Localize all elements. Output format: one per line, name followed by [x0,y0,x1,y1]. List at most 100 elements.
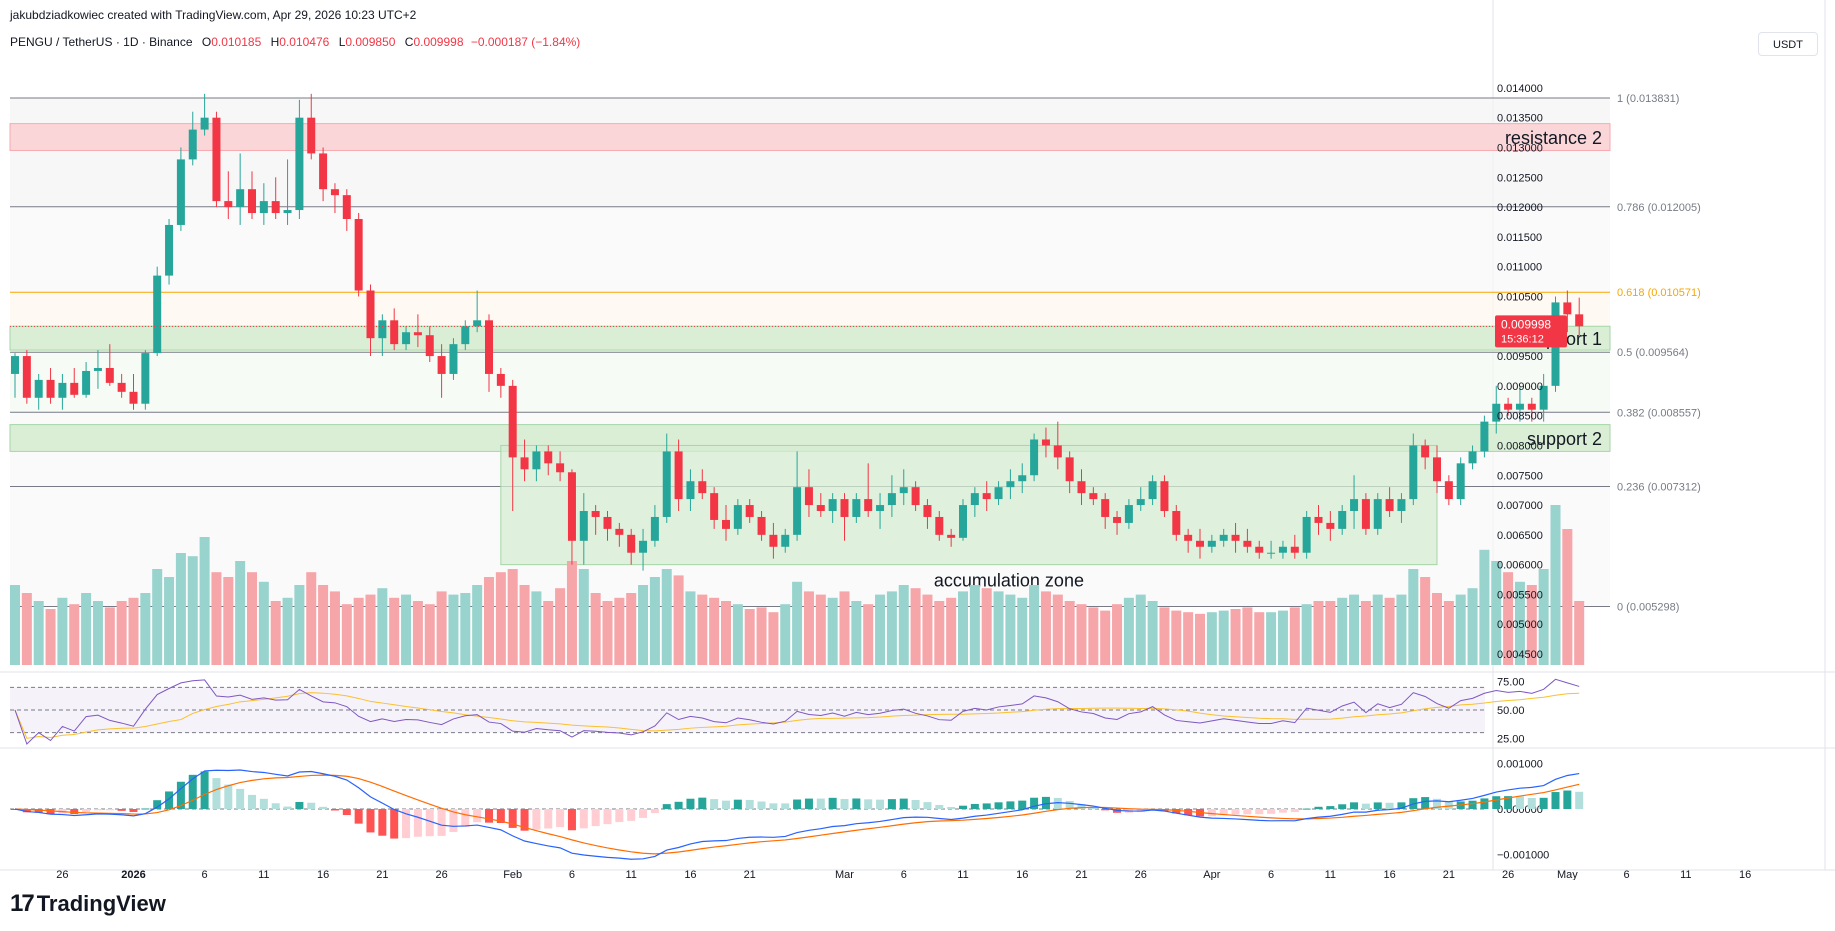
macd-histogram-bar [176,781,185,809]
macd-histogram-bar [639,809,648,818]
macd-histogram-bar [887,799,896,809]
candle-body [236,189,245,208]
candle-body [1172,511,1181,535]
macd-histogram-bar [1101,809,1110,811]
candle-body [982,493,991,500]
candle-body [176,159,185,225]
time-axis-label: 11 [1325,869,1336,880]
price-axis-tick: 0.012000 [1497,202,1543,214]
price-axis-tick: 0.009500 [1497,351,1543,363]
candle-body [437,356,446,374]
candle-body [1575,314,1584,327]
candle-body [378,320,387,339]
volume-bar [401,594,412,665]
macd-histogram-bar [70,809,79,814]
macd-histogram-bar [781,803,790,809]
candle-body [674,451,683,500]
volume-bar [211,572,222,665]
time-axis-label: 16 [317,869,329,880]
macd-histogram-bar [93,809,102,811]
symbol-name[interactable]: PENGU / TetherUS · 1D · Binance [10,35,193,49]
macd-histogram-bar [1563,790,1572,809]
volume-bar [839,591,850,665]
macd-histogram-bar [828,797,837,809]
volume-bar [104,607,115,665]
macd-histogram-bar [1184,809,1193,816]
tradingview-logo[interactable]: 17 TradingView [10,890,166,918]
fib-level-label: 0.236 (0.007312) [1617,481,1701,493]
candle-body [639,540,648,553]
candle-body [1373,499,1382,529]
candle-body [1207,540,1216,547]
macd-histogram-bar [153,800,162,809]
time-axis-label: 11 [1680,869,1691,880]
candle-body [1527,403,1536,410]
volume-bar [721,601,731,665]
macd-histogram-bar [662,804,671,809]
volume-bar [531,591,542,665]
candle-body [153,275,162,354]
volume-bar [1432,593,1442,665]
price-axis-tick: 0.004500 [1497,649,1543,661]
time-axis-label: 16 [1739,869,1751,880]
candle-body [330,189,339,196]
candle-body [1196,540,1204,547]
macd-histogram-bar [437,809,446,836]
candle-body [1361,499,1370,529]
macd-histogram-bar [307,802,316,809]
volume-bar [495,572,506,665]
candle-body [722,519,730,529]
volume-bar [1029,585,1040,665]
volume-bar [649,577,660,665]
macd-histogram-bar [745,799,754,809]
macd-histogram-bar [449,809,458,832]
macd-histogram-bar [117,809,126,811]
volume-bar [329,591,340,665]
volume-bar [341,604,352,665]
candle-body [342,195,351,219]
volume-bar [685,591,696,665]
fib-level-label: 0 (0.005298) [1617,601,1679,613]
price-axis-tick: 0.007000 [1497,500,1543,512]
volume-bar [1052,594,1063,665]
macd-histogram-bar [366,809,375,833]
volume-bar [1574,601,1585,665]
candle-body [1444,481,1453,500]
candle-body [165,224,174,276]
candle-body [319,153,328,190]
volume-bar [851,601,862,665]
macd-histogram-bar [496,809,505,823]
macd-histogram-bar [532,809,541,830]
candle-body [307,117,316,154]
time-axis-label: May [1557,869,1578,880]
volume-bar [626,593,637,665]
candle-body [224,201,233,208]
fib-level-label: 0.786 (0.012005) [1617,202,1701,214]
macd-histogram-bar [899,798,908,809]
candle-body [852,499,861,517]
macd-histogram-bar [1527,797,1536,809]
macd-histogram-bar [1397,802,1406,809]
volume-bar [57,597,68,665]
time-axis-label: 2026 [121,869,145,880]
current-price-value: 0.009998 [1501,317,1551,331]
macd-histogram-bar [82,809,91,813]
price-axis-tick: 0.013500 [1497,113,1543,125]
time-axis-label: 11 [258,869,269,880]
macd-histogram-bar [236,788,245,809]
macd-histogram-bar [1314,806,1323,809]
currency-selector-button[interactable]: USDT [1758,32,1818,56]
macd-histogram-bar [212,778,221,809]
volume-bar [128,597,139,665]
volume-bar [412,601,423,665]
volume-bar [1289,607,1300,665]
volume-bar [1384,597,1395,665]
chart-canvas[interactable]: 1 (0.013831) 0.786 (0.012005) 0.618 (0.010… [0,0,1835,880]
macd-histogram-bar [520,809,529,831]
time-axis-label: 21 [1443,869,1455,880]
candle-body [828,499,837,512]
macd-histogram-bar [1575,791,1584,809]
zone-label: accumulation zone [934,571,1084,591]
macd-histogram-bar [1480,798,1489,809]
volume-bar [1301,604,1312,665]
